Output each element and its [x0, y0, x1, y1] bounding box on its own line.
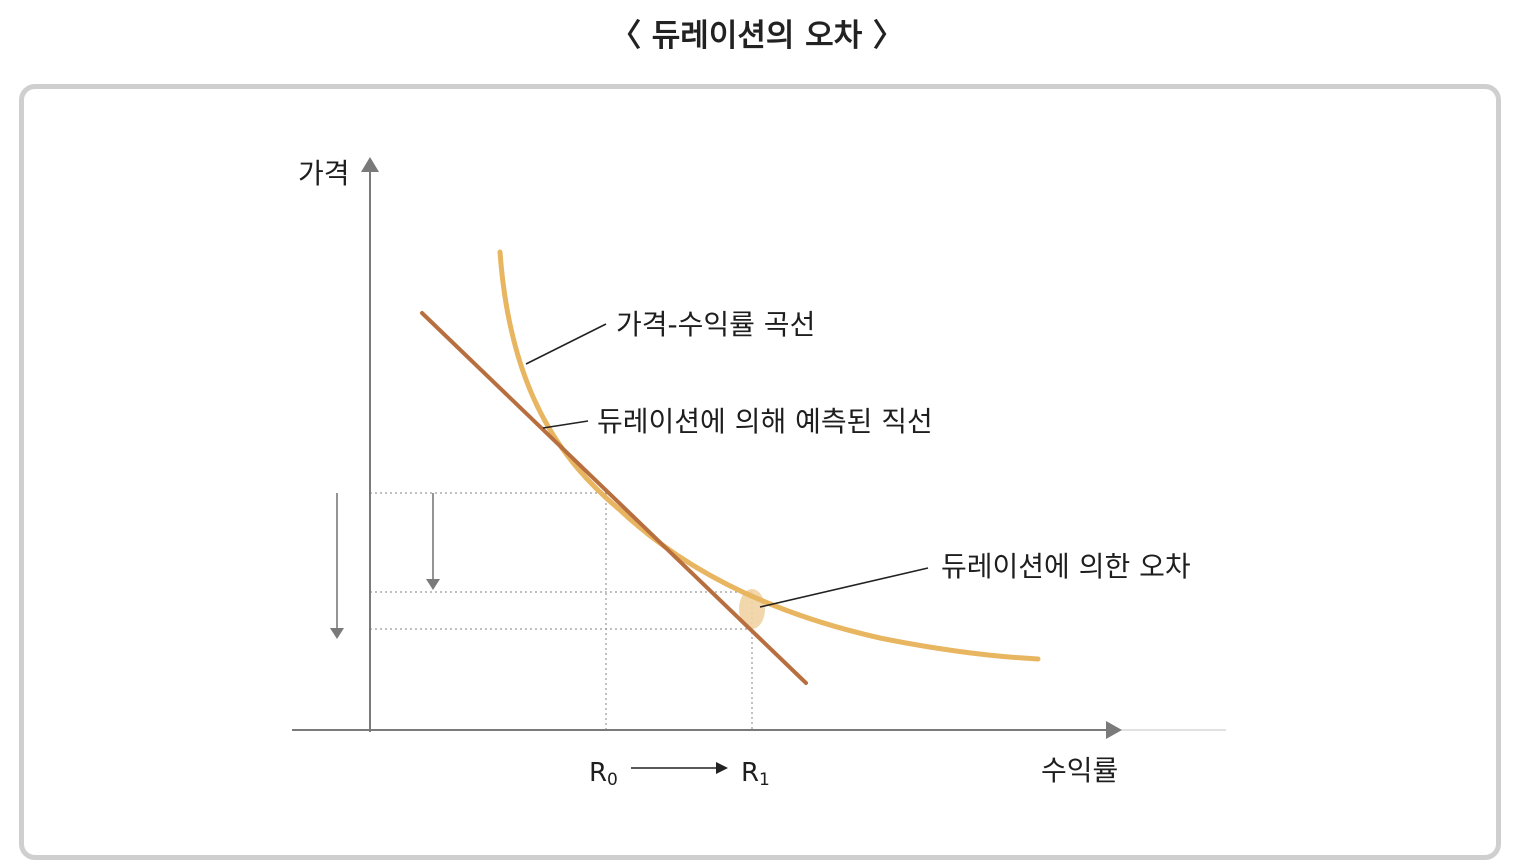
y-axis-arrowhead-icon	[361, 157, 379, 172]
price-yield-curve	[497, 249, 1041, 662]
r1-tick-subscript: 1	[759, 770, 770, 790]
tangent-label: 듀레이션에 의해 예측된 직선	[597, 405, 933, 438]
x-axis-label: 수익률	[1041, 754, 1118, 787]
error-leader-line	[759, 567, 929, 608]
diagram-title: 〈 듀레이션의 오차 〉	[609, 18, 905, 54]
duration-tangent-line	[420, 311, 808, 685]
price-drop-arrows	[330, 493, 440, 639]
r0-to-r1-arrowhead-icon	[716, 762, 728, 774]
r0-tick-main: R	[589, 758, 607, 788]
r1-tick-label: R 1	[741, 758, 770, 790]
price-drop-curve-arrowhead-icon	[426, 579, 440, 590]
axes	[292, 157, 1226, 739]
guide-lines	[370, 492, 753, 730]
error-label: 듀레이션에 의한 오차	[941, 550, 1191, 583]
price-drop-line-arrowhead-icon	[330, 628, 344, 639]
leader-lines	[525, 323, 929, 608]
y-axis-label: 가격	[298, 157, 350, 190]
x-axis-arrowhead-icon	[1106, 721, 1122, 739]
tangent-leader-line	[542, 420, 589, 429]
r0-tick-label: R 0	[589, 758, 618, 790]
curve-label: 가격-수익률 곡선	[616, 308, 815, 341]
curve-leader-line	[525, 323, 607, 365]
r1-tick-main: R	[741, 758, 759, 788]
r0-tick-subscript: 0	[607, 770, 618, 790]
